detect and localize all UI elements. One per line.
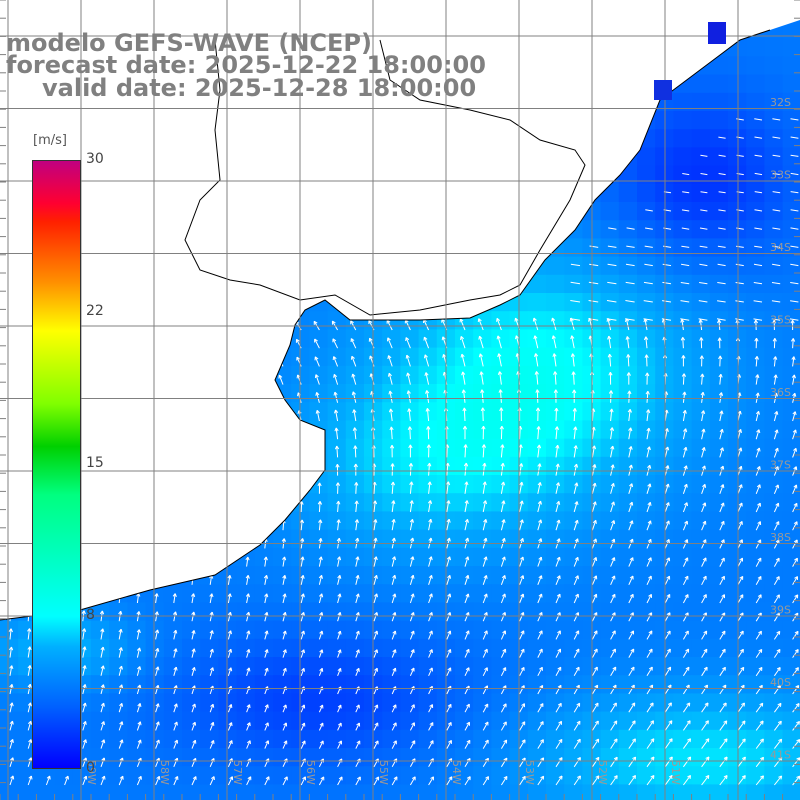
lon-label: 59W bbox=[85, 760, 98, 785]
coastal-cell bbox=[654, 80, 672, 100]
forecast-date: forecast date: 2025-12-22 18:00:00 bbox=[6, 51, 486, 79]
lon-label: 54W bbox=[450, 760, 463, 785]
border-line bbox=[184, 39, 586, 316]
lat-label: 33S bbox=[770, 169, 791, 182]
colorbar-tick-8: 8 bbox=[86, 607, 95, 623]
lon-labels: 59W 58W 57W 56W 55W 54W 53W 52W 51W bbox=[85, 760, 682, 785]
lat-label: 34S bbox=[770, 241, 791, 254]
lat-label: 39S bbox=[770, 604, 791, 617]
lat-label: 38S bbox=[770, 531, 791, 544]
colorbar-tick-0: 0 bbox=[86, 760, 95, 776]
colorbar-unit: [m/s] bbox=[33, 133, 67, 148]
lat-label: 35S bbox=[770, 314, 791, 327]
lat-label: 32S bbox=[770, 96, 791, 109]
colorbar bbox=[32, 160, 81, 769]
coastline bbox=[0, 29, 771, 621]
lat-label: 36S bbox=[770, 386, 791, 399]
lat-labels: 32S 33S 34S 35S 36S 37S 38S 39S 40S 41S bbox=[770, 96, 791, 762]
lon-label: 56W bbox=[304, 760, 317, 785]
coastal-cell bbox=[708, 22, 726, 44]
lon-label: 58W bbox=[158, 760, 171, 785]
land-area bbox=[0, 0, 800, 620]
colorbar-tick-15: 15 bbox=[86, 455, 104, 471]
valid-date: valid date: 2025-12-28 18:00:00 bbox=[42, 74, 477, 102]
lon-label: 53W bbox=[523, 760, 536, 785]
lon-label: 57W bbox=[231, 760, 244, 785]
model-title: modelo GEFS-WAVE (NCEP) bbox=[6, 29, 372, 57]
lat-label: 41S bbox=[770, 749, 791, 762]
colorbar-tick-30: 30 bbox=[86, 151, 104, 167]
colorbar-tick-22: 22 bbox=[86, 303, 104, 319]
lon-label: 55W bbox=[377, 760, 390, 785]
lat-label: 37S bbox=[770, 459, 791, 472]
lon-label: 52W bbox=[596, 760, 609, 785]
lat-label: 40S bbox=[770, 676, 791, 689]
lon-label: 51W bbox=[669, 760, 682, 785]
